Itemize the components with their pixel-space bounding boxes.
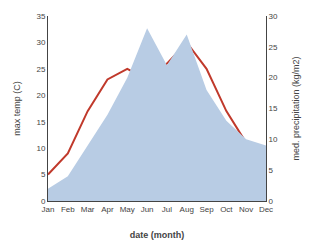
svg-text:30: 30 xyxy=(36,38,45,47)
svg-text:Mar: Mar xyxy=(81,205,95,214)
svg-text:10: 10 xyxy=(269,135,278,144)
svg-text:25: 25 xyxy=(36,65,45,74)
svg-text:20: 20 xyxy=(269,73,278,82)
svg-text:30: 30 xyxy=(269,12,278,21)
svg-text:May: May xyxy=(120,205,135,214)
svg-text:max temp (C): max temp (C) xyxy=(12,81,22,136)
svg-text:Jun: Jun xyxy=(141,205,154,214)
svg-text:Feb: Feb xyxy=(61,205,75,214)
svg-text:15: 15 xyxy=(269,104,278,113)
svg-text:Apr: Apr xyxy=(101,205,114,214)
svg-text:5: 5 xyxy=(41,170,46,179)
svg-text:Jan: Jan xyxy=(42,205,55,214)
svg-text:35: 35 xyxy=(36,12,45,21)
svg-text:med. precipitation (kg/m2): med. precipitation (kg/m2) xyxy=(291,56,301,160)
svg-text:0: 0 xyxy=(269,197,274,206)
svg-text:Nov: Nov xyxy=(239,205,253,214)
svg-text:Oct: Oct xyxy=(220,205,233,214)
svg-text:20: 20 xyxy=(36,91,45,100)
svg-text:25: 25 xyxy=(269,43,278,52)
svg-text:Sep: Sep xyxy=(199,205,214,214)
svg-text:Dec: Dec xyxy=(259,205,273,214)
svg-text:5: 5 xyxy=(269,166,274,175)
svg-text:10: 10 xyxy=(36,144,45,153)
svg-text:Jul: Jul xyxy=(162,205,172,214)
svg-text:date (month): date (month) xyxy=(130,230,185,240)
svg-text:15: 15 xyxy=(36,118,45,127)
svg-text:Aug: Aug xyxy=(180,205,194,214)
svg-text:0: 0 xyxy=(41,197,46,206)
